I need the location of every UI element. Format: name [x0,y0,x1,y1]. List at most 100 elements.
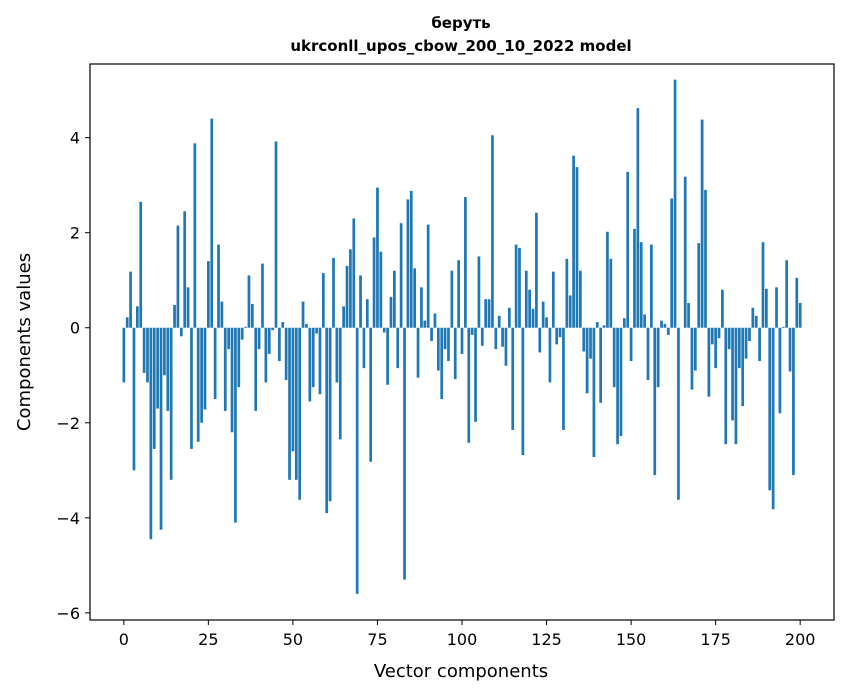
bar-135 [579,270,582,328]
bar-99 [457,260,460,328]
bar-146 [616,327,619,445]
bar-9 [152,327,156,449]
bar-46 [278,327,281,361]
x-tick-label-100: 100 [447,630,478,649]
bar-152 [636,108,640,328]
bar-61 [328,327,332,502]
bars-group [122,79,802,594]
bar-26 [210,118,214,328]
bar-7 [146,327,149,383]
bar-67 [349,249,352,328]
bar-70 [359,275,362,328]
bar-76 [379,251,383,328]
bar-184 [744,327,748,359]
bar-53 [301,301,305,328]
bar-150 [629,327,633,361]
x-axis-label: Vector components [374,661,548,682]
bar-54 [305,323,308,328]
y-axis-label: Components values [14,253,35,431]
bar-117 [518,247,521,328]
bar-37 [247,275,251,328]
bar-166 [683,176,687,328]
bar-92 [433,313,437,328]
chart-title-line2: ukrconll_upos_cbow_200_10_2022 model [290,37,631,55]
bar-78 [386,327,389,385]
bar-50 [291,327,295,452]
x-tick-label-25: 25 [198,630,218,649]
bar-149 [626,171,630,328]
bar-142 [602,325,606,328]
bar-155 [646,327,650,381]
bar-160 [663,323,667,328]
bar-57 [315,327,318,334]
bar-194 [778,327,782,414]
bar-96 [447,327,450,361]
bar-161 [666,327,670,335]
bar-39 [254,327,258,411]
bar-102 [467,327,471,443]
bar-8 [149,327,153,540]
y-tick-label--2: −2 [56,414,80,433]
bar-95 [443,327,447,350]
bar-138 [589,327,592,359]
bar-60 [325,327,329,514]
bar-119 [524,270,528,328]
plot-frame [89,63,835,621]
bar-10 [156,327,159,409]
bar-111 [497,315,501,328]
bar-151 [633,228,636,328]
bar-36 [244,326,247,328]
bar-48 [284,327,288,381]
x-tick-label-50: 50 [283,630,303,649]
bar-112 [501,327,504,347]
bar-31 [227,327,231,350]
bar-114 [507,307,511,328]
bar-123 [538,327,542,353]
bar-157 [653,327,657,476]
bar-169 [693,327,697,371]
bar-1 [125,317,129,328]
bar-47 [281,322,285,328]
bar-104 [474,327,477,422]
bar-3 [132,327,136,471]
y-tick-label-4: 4 [70,129,80,148]
bar-198 [792,327,795,476]
bar-93 [436,327,440,371]
bar-84 [406,199,410,328]
bar-199 [795,277,799,328]
bar-136 [582,327,586,352]
bar-90 [426,224,430,328]
bar-51 [294,327,298,480]
bar-71 [362,327,366,369]
bar-29 [220,301,224,328]
bar-97 [450,270,454,328]
bar-144 [609,258,613,328]
bar-34 [237,327,241,388]
bar-15 [173,304,176,328]
bar-44 [271,327,274,331]
bar-171 [700,119,704,328]
bar-88 [420,287,423,328]
bar-200 [798,303,802,328]
bar-74 [372,237,376,328]
bar-158 [656,327,660,388]
bar-141 [599,327,603,403]
y-axis: −6 −4 −2 0 2 4 [56,129,90,623]
bar-66 [345,265,349,328]
bar-101 [464,197,467,328]
bar-170 [697,243,701,328]
bar-116 [514,244,518,328]
bar-173 [707,327,711,397]
bar-159 [660,320,663,328]
bar-68 [352,218,356,328]
bar-186 [751,307,755,328]
bar-2 [129,271,132,328]
bar-19 [186,287,190,328]
bar-20 [190,327,193,449]
bar-4 [135,306,139,328]
bar-69 [355,327,359,594]
bar-91 [430,327,433,342]
bar-179 [727,327,731,350]
bar-164 [677,327,680,500]
